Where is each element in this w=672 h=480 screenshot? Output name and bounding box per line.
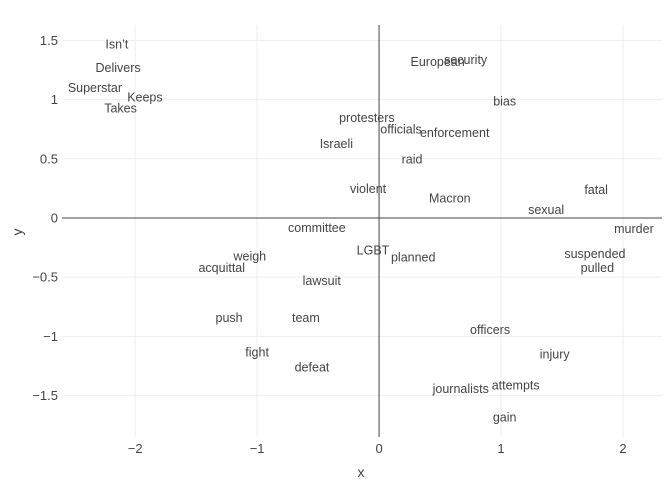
y-tick-label: 1 <box>51 92 58 107</box>
word-point: journalists <box>432 382 489 396</box>
word-point: fatal <box>584 183 608 197</box>
word-point: team <box>292 311 320 325</box>
word-point: Israeli <box>320 137 353 151</box>
word-point: European <box>411 55 465 69</box>
y-tick-labels: −1.5 −1 −0.5 0 0.5 1 1.5 <box>32 33 58 403</box>
word-point: acquittal <box>198 261 245 275</box>
x-tick-label: 1 <box>497 441 504 456</box>
word-point: committee <box>288 221 346 235</box>
x-tick-label: 0 <box>375 441 382 456</box>
y-tick-label: −1 <box>43 329 58 344</box>
word-point: push <box>216 311 243 325</box>
word-point: Superstar <box>68 81 122 95</box>
word-point: weigh <box>232 249 266 263</box>
word-point: injury <box>540 348 571 362</box>
zero-lines <box>62 25 662 437</box>
x-tick-label: −1 <box>250 441 265 456</box>
word-point: attempts <box>492 378 540 392</box>
y-tick-label: 0 <box>51 210 58 225</box>
word-point: officials <box>380 123 421 137</box>
word-point: defeat <box>295 361 330 375</box>
y-tick-label: 1.5 <box>40 33 58 48</box>
word-point: suspended <box>564 247 625 261</box>
word-point: Takes <box>104 101 137 115</box>
word-point: LGBT <box>357 243 390 257</box>
word-point: violent <box>350 182 387 196</box>
x-tick-labels: −2 −1 0 1 2 <box>128 441 627 456</box>
word-point: Delivers <box>96 61 141 75</box>
word-point: Keeps <box>127 91 162 105</box>
y-tick-label: −1.5 <box>32 388 58 403</box>
word-point: sexual <box>528 203 564 217</box>
y-tick-label: 0.5 <box>40 151 58 166</box>
grid-layer <box>62 25 662 437</box>
x-tick-label: −2 <box>128 441 143 456</box>
x-tick-label: 2 <box>619 441 626 456</box>
word-point: Macron <box>429 191 471 205</box>
word-point: murder <box>614 222 654 236</box>
word-point: Isn’t <box>105 37 128 51</box>
word-point: bias <box>493 94 516 108</box>
word-point: enforcement <box>420 126 490 140</box>
word-point: protesters <box>339 111 395 125</box>
word-point: lawsuit <box>303 274 342 288</box>
word-point: security <box>444 53 488 67</box>
word-point: officers <box>470 323 510 337</box>
word-point: gain <box>493 410 517 424</box>
y-axis-title: y <box>9 229 25 236</box>
x-axis-title: x <box>358 464 365 480</box>
word-point: pulled <box>581 261 614 275</box>
word-point: planned <box>391 251 436 265</box>
word-point: fight <box>245 345 269 359</box>
word-point: raid <box>402 152 423 166</box>
y-tick-label: −0.5 <box>32 270 58 285</box>
